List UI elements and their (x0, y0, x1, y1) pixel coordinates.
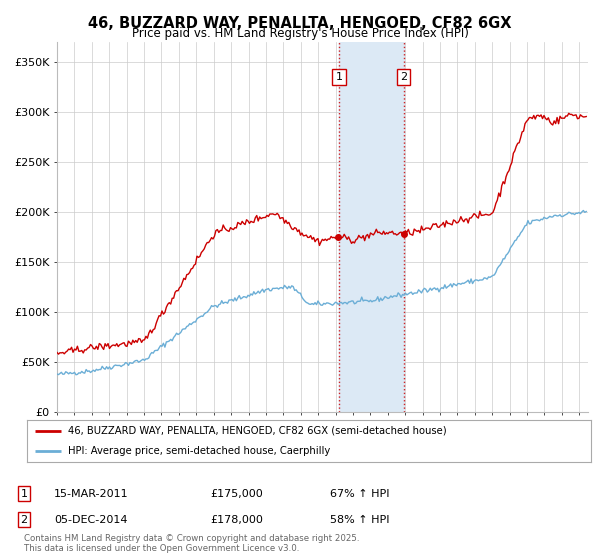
Text: Contains HM Land Registry data © Crown copyright and database right 2025.
This d: Contains HM Land Registry data © Crown c… (24, 534, 359, 553)
Text: Price paid vs. HM Land Registry's House Price Index (HPI): Price paid vs. HM Land Registry's House … (131, 27, 469, 40)
Text: 15-MAR-2011: 15-MAR-2011 (54, 489, 128, 499)
Text: HPI: Average price, semi-detached house, Caerphilly: HPI: Average price, semi-detached house,… (68, 446, 331, 456)
Text: £178,000: £178,000 (210, 515, 263, 525)
Text: 46, BUZZARD WAY, PENALLTA, HENGOED, CF82 6GX: 46, BUZZARD WAY, PENALLTA, HENGOED, CF82… (88, 16, 512, 31)
Text: 67% ↑ HPI: 67% ↑ HPI (330, 489, 389, 499)
Text: £175,000: £175,000 (210, 489, 263, 499)
Text: 1: 1 (20, 489, 28, 499)
Text: 2: 2 (20, 515, 28, 525)
Text: 05-DEC-2014: 05-DEC-2014 (54, 515, 128, 525)
Text: 46, BUZZARD WAY, PENALLTA, HENGOED, CF82 6GX (semi-detached house): 46, BUZZARD WAY, PENALLTA, HENGOED, CF82… (68, 426, 447, 436)
Bar (339, 42, 404, 412)
Text: 58% ↑ HPI: 58% ↑ HPI (330, 515, 389, 525)
Text: 2: 2 (400, 72, 407, 82)
Text: 1: 1 (335, 72, 343, 82)
